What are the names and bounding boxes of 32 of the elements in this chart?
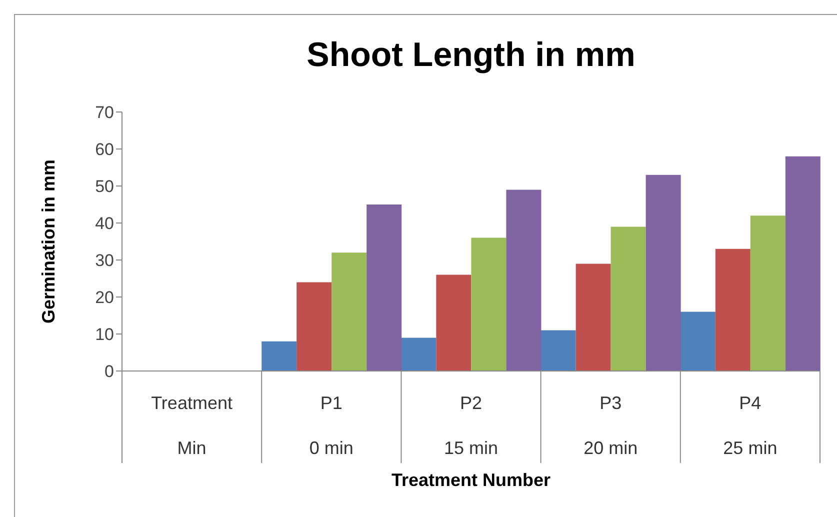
bar — [610, 226, 646, 371]
bar — [401, 338, 436, 371]
y-tick-label: 0 — [104, 362, 114, 382]
category-label: Treatment Min — [151, 393, 232, 458]
y-tick-label: 50 — [95, 177, 114, 196]
bar — [262, 341, 297, 371]
category-label: P1 0 min — [309, 393, 354, 458]
y-tick-label: 10 — [95, 325, 114, 344]
y-tick-label: 20 — [95, 288, 114, 308]
bar — [646, 174, 681, 371]
bar — [506, 190, 542, 371]
y-tick-label: 60 — [95, 140, 114, 160]
y-tick-label: 70 — [95, 103, 114, 122]
bar — [366, 204, 402, 371]
bar — [785, 156, 820, 371]
category-label: P2 15 min — [444, 393, 498, 458]
bar — [576, 264, 611, 371]
bar — [332, 252, 367, 371]
y-tick-label: 40 — [95, 214, 114, 234]
x-axis-title: Treatment Number — [391, 470, 551, 490]
bar — [436, 274, 472, 371]
bar — [540, 330, 576, 371]
y-axis-title: Germination in mm — [38, 159, 58, 324]
category-label: P4 25 min — [723, 393, 778, 458]
bar — [680, 312, 716, 371]
bar — [715, 248, 750, 371]
bar — [296, 282, 332, 371]
category-label: P3 20 min — [584, 393, 638, 458]
bar — [471, 238, 506, 371]
chart-title: Shoot Length in mm — [306, 36, 636, 75]
bar — [750, 216, 786, 371]
y-tick-label: 30 — [95, 251, 114, 270]
